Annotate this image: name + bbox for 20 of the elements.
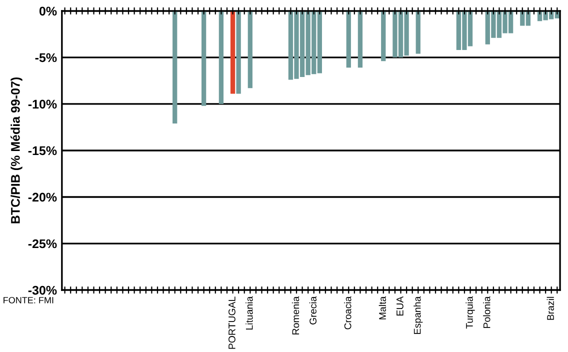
y-axis-title: BTC/PIB (% Média 99-07) bbox=[10, 77, 22, 224]
x-tick-label: Romenia bbox=[292, 296, 300, 334]
y-tick-label: -30% bbox=[28, 286, 57, 295]
x-tick-label: Polonia bbox=[483, 296, 490, 328]
y-tick-label: -25% bbox=[28, 239, 57, 248]
x-tick-label: Malta bbox=[378, 296, 386, 320]
x-tick-label: Turquia bbox=[466, 296, 475, 329]
x-tick-label: Lituania bbox=[246, 296, 253, 330]
y-tick-label: 0% bbox=[39, 6, 57, 16]
x-tick-label: Espanha bbox=[414, 296, 423, 334]
x-tick-label: Croacia bbox=[344, 296, 352, 330]
y-tick-label: -20% bbox=[28, 192, 57, 202]
x-tick-label: PORTUGAL bbox=[228, 296, 236, 349]
x-tick-label: Grecia bbox=[309, 296, 316, 324]
x-tick-label: EUA bbox=[396, 296, 404, 316]
y-tick-label: -5% bbox=[35, 53, 57, 62]
x-tick-label: Brazil bbox=[546, 296, 554, 320]
y-tick-label: -15% bbox=[28, 146, 57, 156]
source-note: FONTE: FMI bbox=[4, 296, 54, 304]
y-tick-label: -10% bbox=[28, 100, 57, 109]
